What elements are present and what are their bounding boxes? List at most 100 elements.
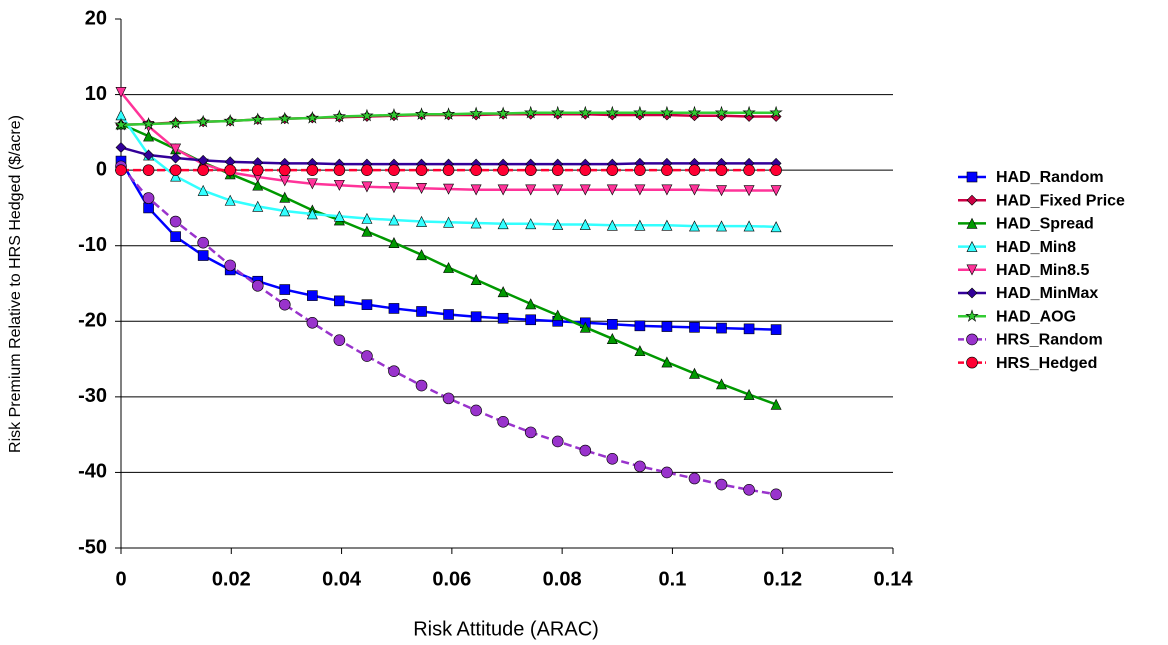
data-point (332, 109, 347, 123)
data-point (143, 130, 155, 142)
data-point (278, 298, 291, 311)
data-point (278, 111, 292, 125)
data-point (170, 152, 182, 164)
data-point (524, 164, 537, 176)
data-point (416, 249, 428, 261)
data-point (661, 466, 673, 479)
data-point (661, 184, 673, 196)
data-point (579, 184, 591, 196)
data-point (416, 182, 428, 194)
data-point (606, 219, 618, 231)
legend-marker (966, 356, 978, 369)
data-point (443, 216, 455, 228)
data-point (497, 415, 509, 428)
data-point (661, 356, 673, 368)
data-point (716, 378, 727, 390)
data-point (361, 164, 373, 176)
data-point (525, 314, 537, 326)
data-point (223, 114, 237, 127)
data-point (661, 164, 673, 176)
data-point (605, 105, 619, 119)
data-point (224, 194, 236, 206)
data-point (715, 478, 728, 491)
legend-label: HRS_Hedged (996, 355, 1097, 372)
data-point (361, 181, 373, 193)
data-point (742, 105, 756, 119)
data-point (141, 117, 156, 130)
data-point (279, 284, 291, 295)
data-point (470, 164, 482, 176)
x-tick-label: 0.02 (212, 568, 251, 590)
legend-marker (966, 217, 978, 229)
data-point (196, 114, 210, 128)
x-tick-label: 0.14 (874, 568, 914, 590)
data-point (743, 388, 755, 400)
data-point (142, 164, 155, 176)
data-point (334, 295, 345, 307)
data-point (306, 164, 319, 176)
data-point (224, 164, 236, 176)
data-point (716, 185, 727, 197)
x-tick-label: 0.06 (432, 568, 471, 590)
data-point (168, 116, 183, 129)
data-point (689, 322, 700, 333)
data-point (388, 237, 400, 248)
data-point (634, 184, 646, 196)
data-point (224, 259, 236, 272)
data-point (578, 105, 592, 119)
data-point (388, 303, 400, 314)
data-point (387, 107, 401, 121)
data-point (634, 460, 646, 473)
data-point (306, 178, 318, 190)
data-point (743, 323, 755, 335)
y-tick-label: 0 (96, 158, 107, 180)
data-point (552, 218, 564, 230)
data-point (361, 350, 373, 362)
data-point (333, 179, 345, 191)
legend-label: HAD_MinMax (996, 285, 1098, 302)
legend-label: HAD_Fixed Price (996, 192, 1125, 209)
data-point (361, 212, 373, 224)
data-point (333, 334, 346, 346)
data-point (414, 107, 429, 120)
x-tick-label: 0.04 (322, 568, 362, 590)
data-point (442, 392, 455, 405)
data-point (525, 184, 537, 196)
data-point (251, 279, 264, 292)
data-point (634, 345, 646, 357)
data-point (416, 306, 427, 317)
data-point (633, 105, 647, 119)
data-point (443, 261, 455, 273)
data-point (661, 219, 673, 231)
data-point (169, 215, 182, 228)
y-tick-label: 10 (85, 83, 107, 105)
y-tick-label: -40 (78, 461, 107, 483)
data-point (770, 185, 782, 197)
data-point (470, 274, 482, 286)
legend-label: HRS_Random (996, 332, 1103, 349)
data-point (496, 106, 510, 120)
data-point (143, 149, 154, 161)
x-axis-label: Risk Attitude (ARAC) (413, 618, 599, 640)
data-point (251, 164, 264, 176)
data-point (415, 379, 428, 392)
data-point (333, 210, 345, 222)
data-point (743, 484, 755, 496)
data-point (579, 321, 591, 333)
data-point (716, 322, 727, 334)
data-point (197, 236, 209, 249)
x-tick-label: 0.12 (763, 568, 802, 590)
data-point (524, 105, 538, 119)
data-point (660, 105, 674, 119)
y-axis-label: Risk Premium Relative to HRS Hedged ($/a… (7, 115, 24, 453)
data-point (497, 312, 509, 324)
data-point (770, 221, 782, 233)
data-point (770, 324, 782, 335)
data-point (634, 320, 646, 332)
data-point (388, 182, 400, 194)
data-point (579, 444, 592, 457)
data-point (606, 332, 618, 344)
data-point (470, 217, 482, 229)
data-point (306, 208, 318, 220)
data-point (497, 164, 509, 176)
